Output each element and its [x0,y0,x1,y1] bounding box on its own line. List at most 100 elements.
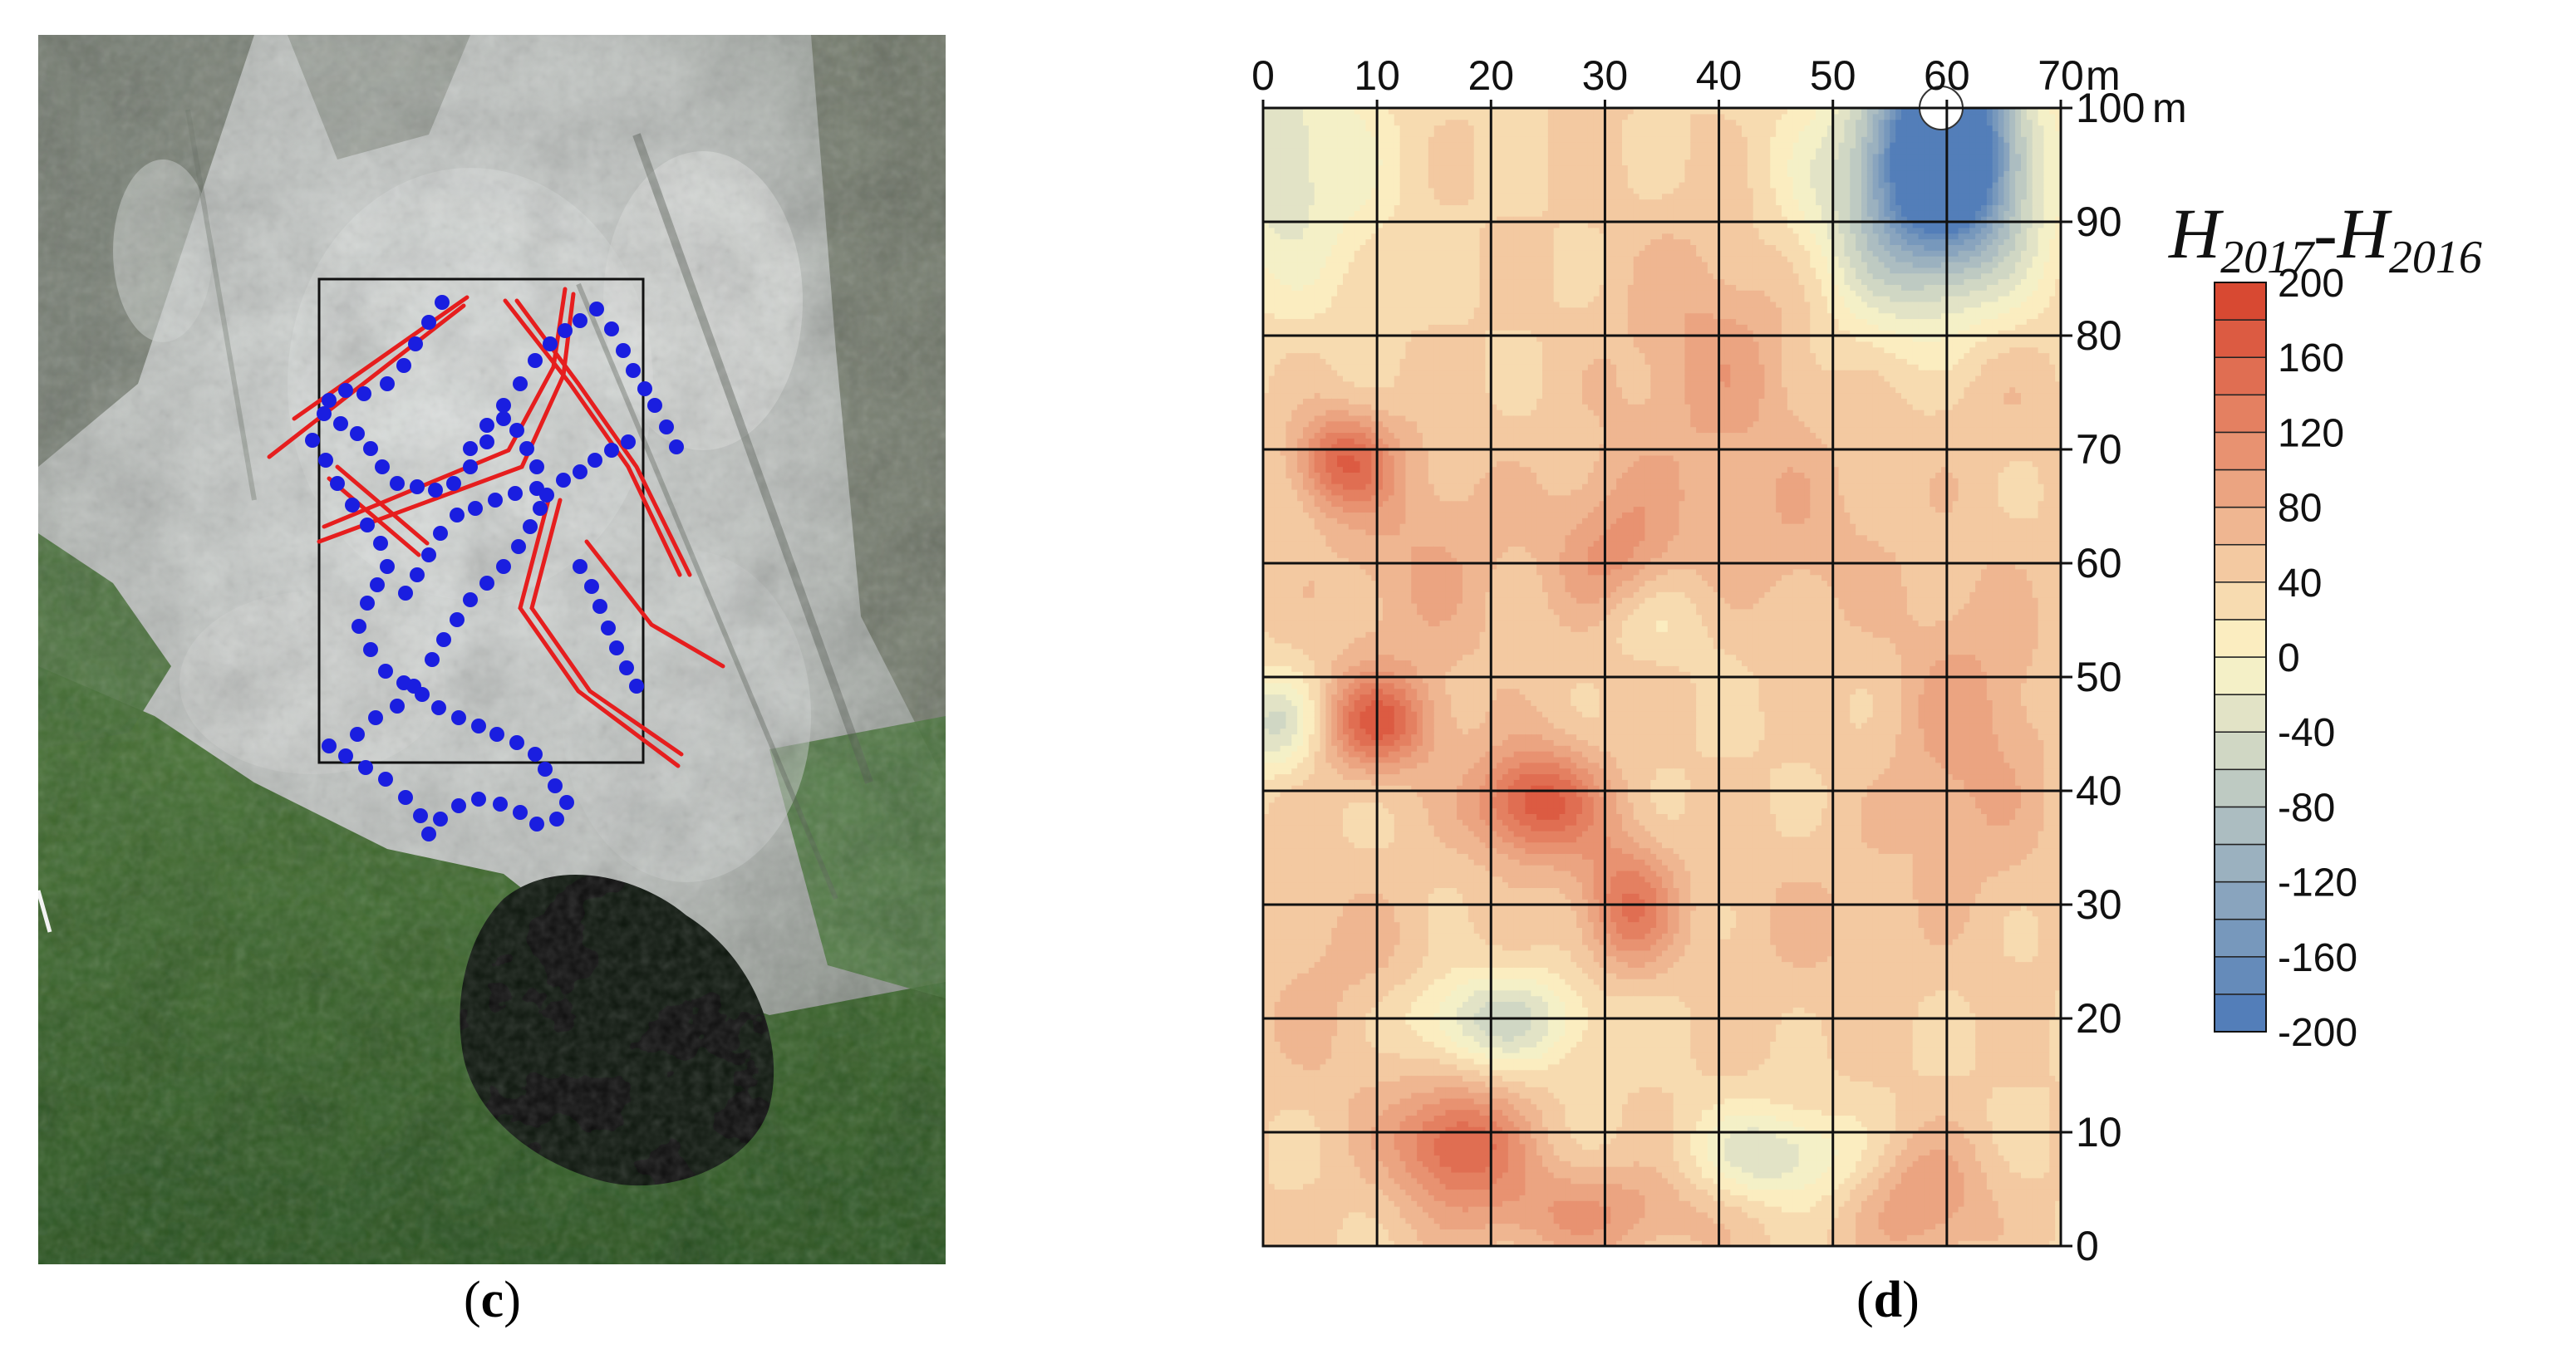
sampling-point [398,790,413,805]
sampling-point [573,313,587,328]
sampling-point [621,434,636,449]
sampling-point [548,778,563,793]
sampling-point [333,416,348,431]
sampling-point [584,579,599,594]
sampling-point [413,808,428,823]
sampling-point [529,459,544,474]
legend-swatch [2215,957,2266,994]
sampling-point [368,710,383,725]
legend-swatch [2215,470,2266,508]
sampling-point [450,612,465,627]
y-tick-label: 50 [2076,654,2122,700]
legend-swatch [2215,545,2266,582]
y-tick-label: 10 [2076,1109,2122,1155]
sampling-point [587,453,602,468]
aerial-photo [38,35,946,1264]
sampling-point [363,441,378,456]
sampling-point [351,619,366,634]
y-unit-label: m [2152,85,2187,131]
legend-swatch [2215,432,2266,469]
sampling-point [556,473,571,488]
legend-swatch [2215,994,2266,1032]
sampling-point [406,679,421,694]
sampling-point [433,812,448,827]
sampling-point [619,660,634,675]
sampling-point [350,426,365,441]
sampling-point [425,652,440,667]
sampling-point [350,727,365,742]
sampling-point [433,526,448,541]
y-tick-label: 100 [2076,85,2145,131]
sampling-point [390,476,405,491]
y-tick-label: 60 [2076,540,2122,586]
sampling-point [451,798,466,813]
sampling-point [421,827,436,841]
y-tick-label: 40 [2076,768,2122,814]
sampling-point [513,376,528,391]
sampling-point [360,596,375,611]
sampling-point [496,411,511,426]
sampling-point [410,567,425,582]
legend-swatch [2215,732,2266,769]
legend-swatch [2215,807,2266,844]
legend-swatch [2215,694,2266,732]
sampling-point [629,679,644,694]
sampling-point [647,398,662,413]
sampling-point [318,453,333,468]
sampling-point [396,358,411,373]
chart-title: H2017-H2016 [2168,194,2482,283]
sampling-point [356,386,371,401]
sampling-point [322,738,337,753]
caption-left: (c) [464,1271,521,1330]
legend-label: 40 [2278,562,2322,606]
sampling-point [558,323,573,338]
legend-swatch [2215,620,2266,657]
sampling-point [538,762,553,777]
sampling-point [511,539,526,554]
sampling-point [528,353,543,368]
sampling-point [529,817,544,832]
legend-label: 0 [2278,636,2300,680]
x-tick-label: 50 [1810,52,1856,99]
sampling-point [488,493,503,508]
legend-swatch [2215,357,2266,395]
y-tick-label: 20 [2076,995,2122,1042]
legend-swatch [2215,320,2266,357]
y-tick-label: 90 [2076,199,2122,245]
sampling-point [380,559,395,574]
sampling-point [408,336,423,351]
sampling-point [360,518,375,532]
sampling-point [378,772,393,787]
sampling-point [479,434,494,449]
y-tick-label: 70 [2076,426,2122,473]
sampling-point [446,476,461,491]
legend-swatch [2215,920,2266,957]
legend-label: -120 [2278,861,2357,905]
sampling-point [604,443,619,458]
sampling-point [513,805,528,820]
legend-label: -40 [2278,711,2335,755]
sampling-point [338,383,353,398]
sampling-point [523,519,538,534]
legend-label: -200 [2278,1011,2357,1055]
sampling-point [370,577,385,592]
sampling-point [421,547,436,562]
sampling-point [609,640,624,655]
sampling-point [463,459,478,474]
legend-swatch [2215,657,2266,694]
sampling-point [451,710,466,725]
legend-swatch [2215,508,2266,545]
x-tick-label: 0 [1251,52,1275,99]
sampling-point [471,719,486,733]
sampling-point [496,559,511,574]
sampling-point [398,586,413,601]
legend-swatch [2215,395,2266,432]
sampling-point [573,464,587,479]
sampling-point [493,797,508,812]
sampling-point [428,483,443,498]
sampling-point [659,419,674,434]
sampling-point [436,632,451,647]
y-tick-label: 80 [2076,312,2122,359]
sampling-point [471,792,486,807]
sampling-point [450,508,465,523]
